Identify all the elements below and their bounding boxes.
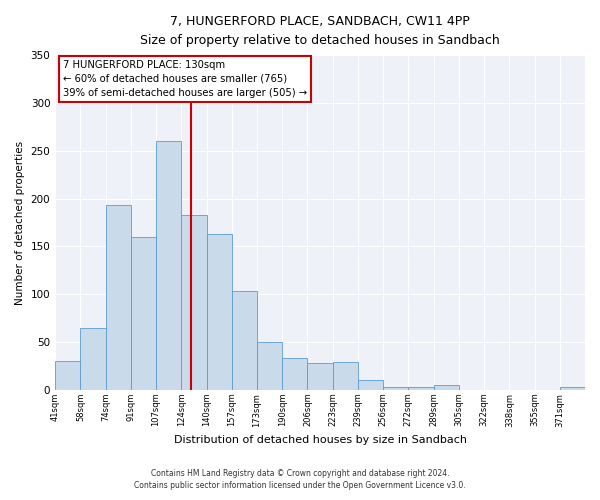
Bar [434,385,459,390]
Y-axis label: Number of detached properties: Number of detached properties [15,140,25,304]
Bar [206,234,232,390]
Bar [106,206,131,390]
Text: Contains HM Land Registry data © Crown copyright and database right 2024.
Contai: Contains HM Land Registry data © Crown c… [134,468,466,490]
Title: 7, HUNGERFORD PLACE, SANDBACH, CW11 4PP
Size of property relative to detached ho: 7, HUNGERFORD PLACE, SANDBACH, CW11 4PP … [140,15,500,47]
Bar [383,387,409,390]
Bar [181,215,206,390]
Bar [282,358,307,390]
Bar [232,292,257,390]
Bar [257,342,282,390]
Bar [332,362,358,390]
Bar [156,141,181,390]
Bar [80,328,106,390]
Bar [560,387,585,390]
Bar [55,361,80,390]
Bar [358,380,383,390]
Bar [307,363,332,390]
X-axis label: Distribution of detached houses by size in Sandbach: Distribution of detached houses by size … [173,435,467,445]
Text: 7 HUNGERFORD PLACE: 130sqm
← 60% of detached houses are smaller (765)
39% of sem: 7 HUNGERFORD PLACE: 130sqm ← 60% of deta… [63,60,307,98]
Bar [409,387,434,390]
Bar [131,237,156,390]
